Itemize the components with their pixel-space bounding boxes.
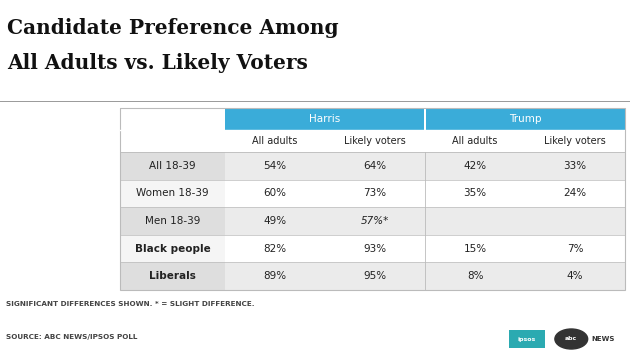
- Text: Men 18-39: Men 18-39: [145, 216, 200, 226]
- Text: NEWS: NEWS: [591, 336, 614, 342]
- Bar: [120, 152, 225, 179]
- Bar: [120, 130, 625, 152]
- Text: 33%: 33%: [563, 161, 587, 171]
- Text: All adults: All adults: [252, 136, 298, 146]
- Text: All 18-39: All 18-39: [149, 161, 196, 171]
- Text: 4%: 4%: [567, 271, 583, 281]
- Text: Trump: Trump: [509, 114, 542, 124]
- Text: Liberals: Liberals: [149, 271, 196, 281]
- Text: 8%: 8%: [467, 271, 483, 281]
- Text: 42%: 42%: [464, 161, 486, 171]
- Text: Candidate Preference Among: Candidate Preference Among: [7, 18, 339, 38]
- Bar: [225, 262, 625, 290]
- Bar: [120, 262, 225, 290]
- Text: 82%: 82%: [263, 244, 287, 253]
- Text: SOURCE: ABC NEWS/IPSOS POLL: SOURCE: ABC NEWS/IPSOS POLL: [6, 334, 138, 340]
- Text: 54%: 54%: [263, 161, 287, 171]
- Text: 89%: 89%: [263, 271, 287, 281]
- Text: 95%: 95%: [364, 271, 387, 281]
- Bar: [120, 235, 225, 262]
- Text: 7%: 7%: [567, 244, 583, 253]
- Text: abc: abc: [565, 337, 578, 342]
- Bar: [120, 179, 225, 207]
- Circle shape: [555, 329, 588, 349]
- Bar: [120, 207, 225, 235]
- Text: 15%: 15%: [464, 244, 486, 253]
- Text: Likely voters: Likely voters: [344, 136, 406, 146]
- Text: SIGNIFICANT DIFFERENCES SHOWN. * = SLIGHT DIFFERENCE.: SIGNIFICANT DIFFERENCES SHOWN. * = SLIGH…: [6, 301, 255, 307]
- Text: 24%: 24%: [563, 188, 587, 198]
- Text: 64%: 64%: [364, 161, 387, 171]
- Text: 60%: 60%: [263, 188, 287, 198]
- Bar: [509, 330, 545, 348]
- Text: Likely voters: Likely voters: [544, 136, 606, 146]
- Bar: [225, 235, 625, 262]
- Text: 73%: 73%: [364, 188, 387, 198]
- Text: 57%*: 57%*: [361, 216, 389, 226]
- Bar: [426, 108, 625, 130]
- Text: 35%: 35%: [464, 188, 486, 198]
- Bar: [225, 108, 424, 130]
- Text: 49%: 49%: [263, 216, 287, 226]
- Bar: [225, 207, 625, 235]
- Text: All Adults vs. Likely Voters: All Adults vs. Likely Voters: [7, 53, 308, 73]
- Bar: [225, 179, 625, 207]
- Text: 93%: 93%: [364, 244, 387, 253]
- Text: ipsos: ipsos: [518, 337, 536, 342]
- Text: Harris: Harris: [309, 114, 340, 124]
- Bar: [225, 152, 625, 179]
- Text: Women 18-39: Women 18-39: [136, 188, 209, 198]
- Text: All adults: All adults: [452, 136, 498, 146]
- Text: Black people: Black people: [135, 244, 210, 253]
